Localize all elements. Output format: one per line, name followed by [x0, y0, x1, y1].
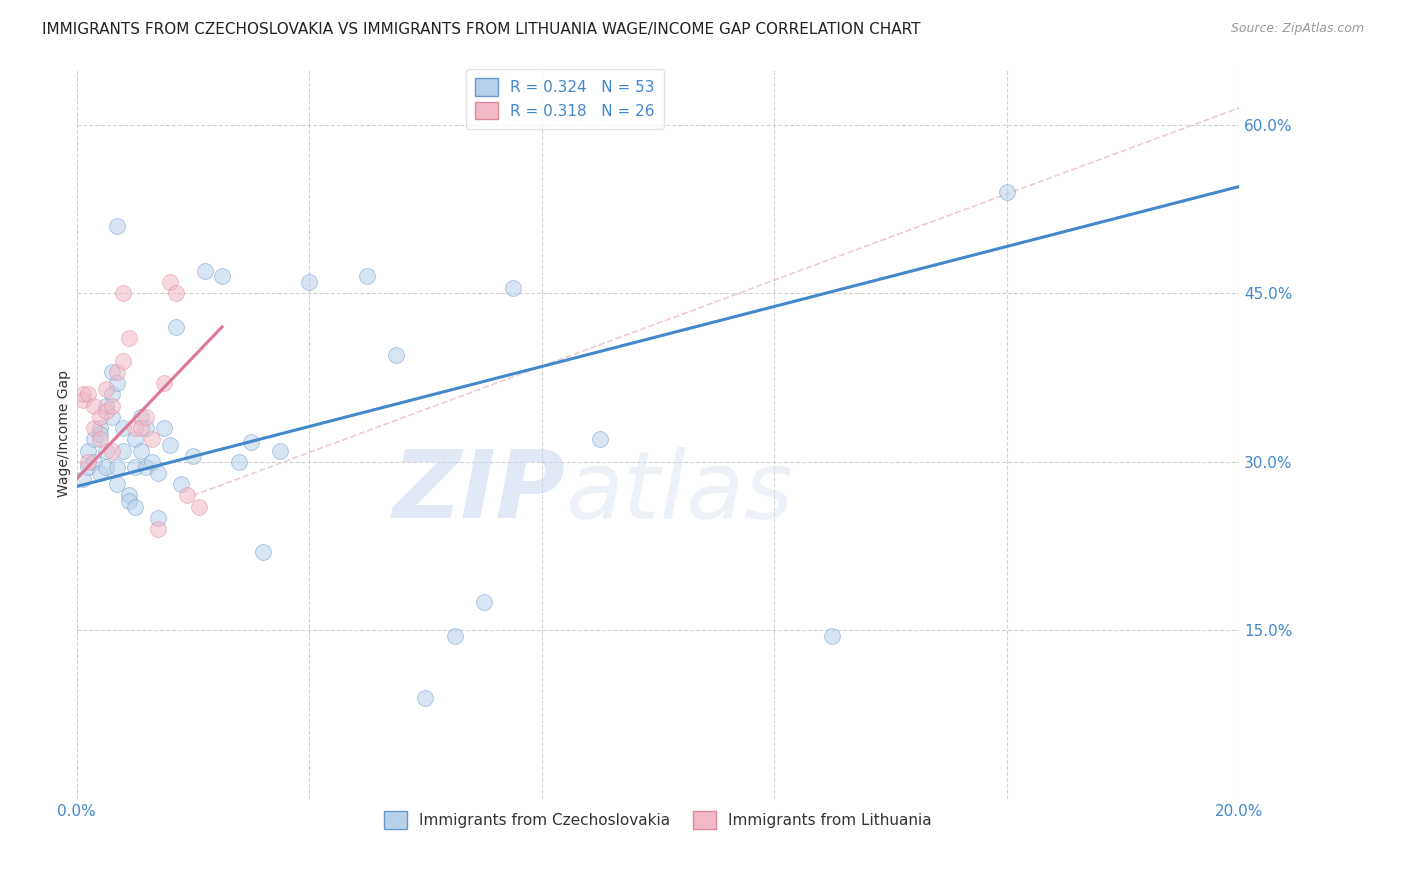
Point: [129, 421, 152, 435]
Point: [83, 455, 105, 469]
Point: [146, 511, 169, 525]
Point: [181, 449, 204, 463]
Point: [77, 443, 100, 458]
Point: [77, 455, 100, 469]
Point: [159, 275, 181, 289]
Point: [135, 460, 157, 475]
Point: [165, 320, 187, 334]
Text: atlas: atlas: [565, 447, 793, 538]
Point: [146, 522, 169, 536]
Point: [415, 690, 437, 705]
Point: [89, 432, 111, 446]
Point: [94, 460, 117, 475]
Point: [443, 629, 465, 643]
Text: IMMIGRANTS FROM CZECHOSLOVAKIA VS IMMIGRANTS FROM LITHUANIA WAGE/INCOME GAP CORR: IMMIGRANTS FROM CZECHOSLOVAKIA VS IMMIGR…: [42, 22, 921, 37]
Point: [385, 348, 408, 362]
Point: [100, 409, 122, 424]
Point: [89, 426, 111, 441]
Text: ZIP: ZIP: [392, 446, 565, 538]
Point: [112, 353, 135, 368]
Point: [107, 477, 129, 491]
Point: [269, 443, 291, 458]
Point: [129, 409, 152, 424]
Point: [107, 376, 129, 391]
Point: [228, 455, 250, 469]
Point: [100, 387, 122, 401]
Point: [107, 365, 129, 379]
Point: [112, 286, 135, 301]
Point: [112, 443, 135, 458]
Point: [94, 404, 117, 418]
Point: [107, 219, 129, 233]
Point: [89, 466, 111, 480]
Point: [146, 466, 169, 480]
Point: [135, 409, 157, 424]
Point: [821, 629, 844, 643]
Point: [124, 432, 146, 446]
Point: [356, 269, 378, 284]
Point: [100, 399, 122, 413]
Point: [89, 421, 111, 435]
Point: [995, 185, 1018, 199]
Point: [83, 399, 105, 413]
Point: [72, 392, 94, 407]
Point: [118, 488, 141, 502]
Point: [141, 432, 163, 446]
Point: [187, 500, 209, 514]
Point: [77, 387, 100, 401]
Point: [94, 399, 117, 413]
Point: [83, 432, 105, 446]
Point: [72, 387, 94, 401]
Point: [240, 434, 263, 449]
Y-axis label: Wage/Income Gap: Wage/Income Gap: [58, 370, 72, 497]
Point: [107, 460, 129, 475]
Point: [194, 264, 217, 278]
Text: Source: ZipAtlas.com: Source: ZipAtlas.com: [1230, 22, 1364, 36]
Point: [77, 460, 100, 475]
Point: [124, 421, 146, 435]
Point: [159, 438, 181, 452]
Point: [89, 409, 111, 424]
Point: [100, 365, 122, 379]
Point: [153, 421, 176, 435]
Point: [112, 421, 135, 435]
Point: [124, 460, 146, 475]
Point: [170, 477, 193, 491]
Point: [153, 376, 176, 391]
Point: [94, 443, 117, 458]
Point: [135, 421, 157, 435]
Point: [502, 280, 524, 294]
Point: [252, 544, 274, 558]
Point: [72, 472, 94, 486]
Point: [124, 500, 146, 514]
Point: [94, 382, 117, 396]
Point: [83, 421, 105, 435]
Point: [100, 443, 122, 458]
Point: [176, 488, 198, 502]
Point: [118, 331, 141, 345]
Legend: Immigrants from Czechoslovakia, Immigrants from Lithuania: Immigrants from Czechoslovakia, Immigran…: [378, 805, 938, 835]
Point: [589, 432, 612, 446]
Point: [298, 275, 321, 289]
Point: [118, 494, 141, 508]
Point: [211, 269, 233, 284]
Point: [472, 595, 495, 609]
Point: [141, 455, 163, 469]
Point: [129, 443, 152, 458]
Point: [165, 286, 187, 301]
